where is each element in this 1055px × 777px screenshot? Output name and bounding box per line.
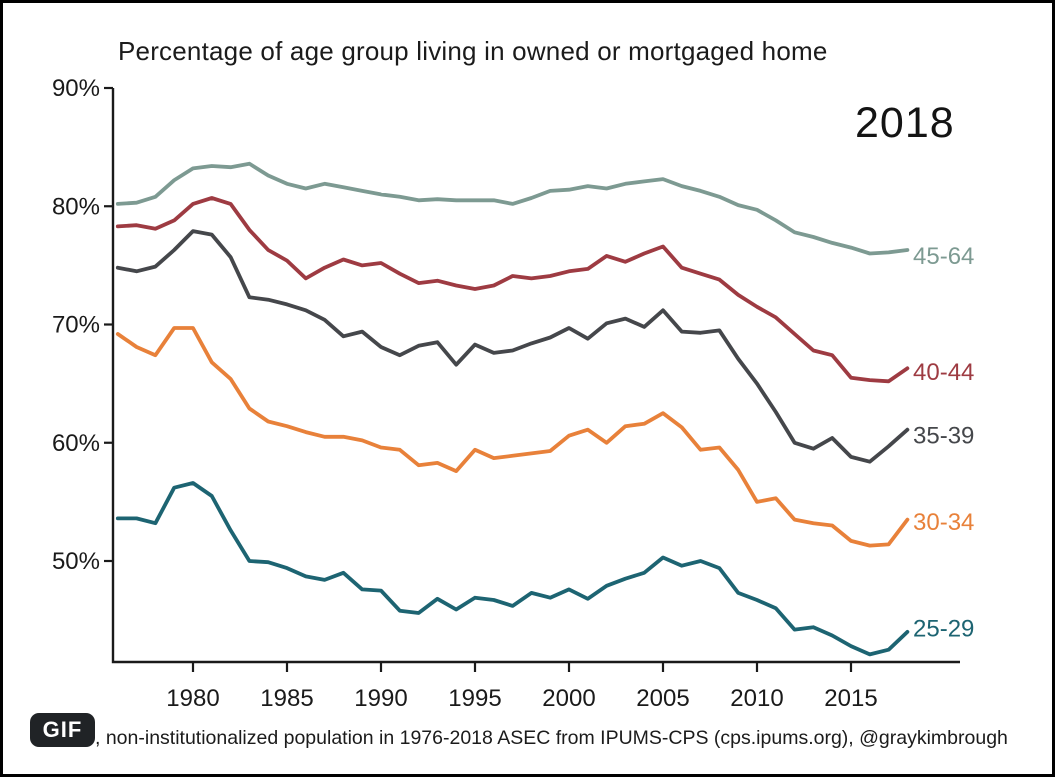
animation-year-label: 2018 bbox=[855, 99, 955, 147]
y-axis-tick-label: 90% bbox=[52, 75, 100, 102]
series-line-45-64 bbox=[115, 161, 910, 256]
x-axis-tick-label: 2010 bbox=[730, 685, 783, 712]
series-line-30-34 bbox=[115, 326, 910, 548]
gif-badge: GIF bbox=[30, 713, 95, 747]
x-axis-tick-label: 2000 bbox=[542, 685, 595, 712]
series-label-40-44: 40-44 bbox=[913, 359, 974, 386]
x-axis-tick-label: 1985 bbox=[260, 685, 313, 712]
y-axis-tick-label: 80% bbox=[52, 193, 100, 220]
y-axis-tick-label: 70% bbox=[52, 312, 100, 339]
y-axis-tick-label: 60% bbox=[52, 430, 100, 457]
x-axis-tick-label: 1990 bbox=[354, 685, 407, 712]
series-line-40-44 bbox=[115, 196, 910, 384]
x-axis-tick-label: 1980 bbox=[166, 685, 219, 712]
x-axis-tick-label: 1995 bbox=[448, 685, 501, 712]
series-label-30-34: 30-34 bbox=[913, 509, 974, 536]
series-line-25-29 bbox=[115, 481, 910, 657]
chart-title: Percentage of age group living in owned … bbox=[118, 36, 828, 66]
series-label-35-39: 35-39 bbox=[913, 423, 974, 450]
x-axis-tick-label: 2015 bbox=[824, 685, 877, 712]
axis-spine bbox=[111, 88, 960, 664]
y-axis-tick-label: 50% bbox=[52, 548, 100, 575]
source-caption: , non-institutionalized population in 19… bbox=[95, 727, 1008, 749]
series-label-45-64: 45-64 bbox=[913, 243, 974, 270]
x-axis-tick-label: 2005 bbox=[636, 685, 689, 712]
series-label-25-29: 25-29 bbox=[913, 615, 974, 642]
series-line-35-39 bbox=[115, 229, 910, 464]
